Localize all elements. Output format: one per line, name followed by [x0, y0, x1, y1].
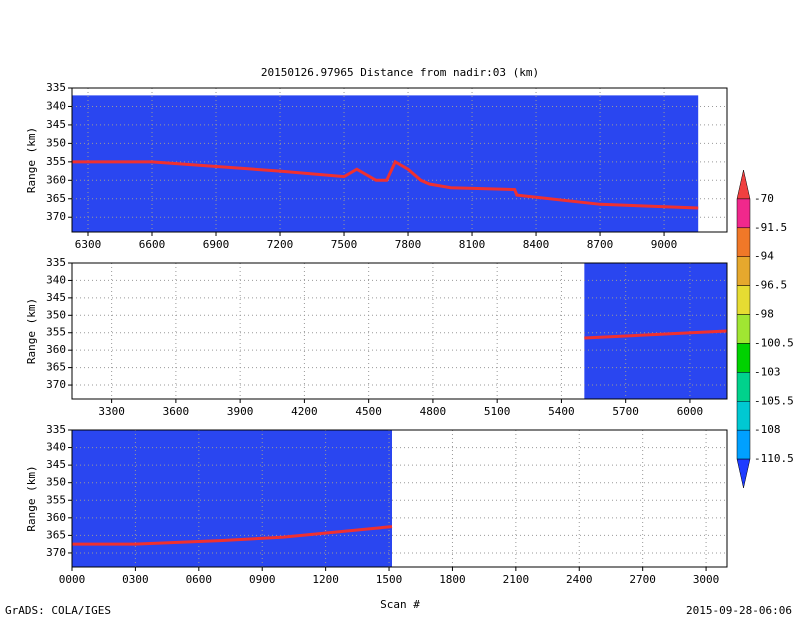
x-tick-label: 3300 — [98, 405, 125, 418]
y-tick-label: 340 — [46, 99, 66, 112]
x-tick-label: 1800 — [439, 573, 466, 586]
y-tick-label: 335 — [46, 256, 66, 269]
plot-frame — [71, 429, 728, 568]
x-tick-label: 2700 — [629, 573, 656, 586]
x-tick-label: 3000 — [693, 573, 720, 586]
x-tick-label: 3600 — [163, 405, 190, 418]
y-tick-label: 355 — [46, 493, 66, 506]
y-axis-label: Range (km) — [25, 298, 38, 364]
x-tick-label: 8400 — [523, 238, 550, 251]
y-axis-label: Range (km) — [25, 127, 38, 193]
x-tick-label: 9000 — [651, 238, 678, 251]
colorbar-swatch — [736, 169, 751, 200]
x-tick-label: 7500 — [331, 238, 358, 251]
x-tick-label: 5400 — [548, 405, 575, 418]
colorbar-label: -96.5 — [754, 279, 787, 292]
y-tick-label: 350 — [46, 136, 66, 149]
y-tick-label: 355 — [46, 155, 66, 168]
colorbar-swatch — [736, 401, 751, 431]
x-tick-label: 7200 — [267, 238, 294, 251]
footer-right: 2015-09-28-06:06 — [686, 604, 792, 617]
plot-frame — [71, 87, 728, 233]
plot-frame — [71, 262, 728, 400]
y-tick-label: 370 — [46, 546, 66, 559]
surface-line — [72, 159, 699, 210]
x-tick-label: 5100 — [484, 405, 511, 418]
colorbar-swatch — [736, 285, 751, 315]
x-tick-label: 5700 — [612, 405, 639, 418]
y-tick-label: 360 — [46, 173, 66, 186]
colorbar-label: -108 — [754, 423, 781, 436]
x-tick-label: 2400 — [566, 573, 593, 586]
y-tick-label: 365 — [46, 192, 66, 205]
footer-left: GrADS: COLA/IGES — [5, 604, 111, 617]
colorbar-swatch — [736, 256, 751, 286]
colorbar-label: -105.5 — [754, 394, 794, 407]
x-axis-label: Scan # — [380, 598, 420, 611]
y-tick-label: 345 — [46, 458, 66, 471]
y-tick-label: 370 — [46, 210, 66, 223]
y-tick-label: 345 — [46, 118, 66, 131]
y-axis-label: Range (km) — [25, 465, 38, 531]
colorbar-swatch — [736, 314, 751, 344]
x-tick-label: 6000 — [677, 405, 704, 418]
x-tick-label: 8100 — [459, 238, 486, 251]
y-tick-label: 370 — [46, 378, 66, 391]
y-tick-label: 360 — [46, 343, 66, 356]
y-tick-label: 340 — [46, 273, 66, 286]
x-tick-label: 2100 — [503, 573, 530, 586]
y-tick-label: 335 — [46, 81, 66, 94]
colorbar-label: -110.5 — [754, 452, 794, 465]
x-tick-label: 0900 — [249, 573, 276, 586]
colorbar-swatch — [736, 372, 751, 402]
colorbar-label: -103 — [754, 365, 781, 378]
surface-line — [72, 525, 393, 546]
x-tick-label: 0300 — [122, 573, 149, 586]
x-tick-label: 4500 — [355, 405, 382, 418]
colorbar-swatch — [736, 198, 751, 229]
x-tick-label: 6600 — [139, 238, 166, 251]
colorbar-swatch — [736, 343, 751, 373]
x-tick-label: 1200 — [312, 573, 339, 586]
x-tick-label: 1500 — [376, 573, 403, 586]
y-tick-label: 365 — [46, 361, 66, 374]
y-tick-label: 345 — [46, 291, 66, 304]
x-tick-label: 8700 — [587, 238, 614, 251]
y-tick-label: 350 — [46, 476, 66, 489]
x-tick-label: 4800 — [420, 405, 447, 418]
x-tick-label: 0000 — [59, 573, 86, 586]
y-tick-label: 350 — [46, 308, 66, 321]
colorbar-swatch — [736, 458, 751, 489]
colorbar-label: -94 — [754, 250, 774, 263]
y-tick-label: 355 — [46, 326, 66, 339]
colorbar-label: -70 — [754, 192, 774, 205]
colorbar-label: -98 — [754, 308, 774, 321]
y-tick-label: 365 — [46, 528, 66, 541]
x-tick-label: 7800 — [395, 238, 422, 251]
data-coverage — [72, 430, 392, 567]
x-tick-label: 0600 — [186, 573, 213, 586]
y-tick-label: 360 — [46, 511, 66, 524]
x-tick-label: 6300 — [75, 238, 102, 251]
colorbar-label: -100.5 — [754, 336, 794, 349]
colorbar-swatch — [736, 429, 751, 460]
x-tick-label: 3900 — [227, 405, 254, 418]
y-tick-label: 335 — [46, 423, 66, 436]
y-tick-label: 340 — [46, 441, 66, 454]
surface-line — [584, 329, 728, 340]
colorbar-label: -91.5 — [754, 221, 787, 234]
x-tick-label: 4200 — [291, 405, 318, 418]
x-tick-label: 6900 — [203, 238, 230, 251]
chart-title: 20150126.97965 Distance from nadir:03 (k… — [261, 66, 539, 79]
colorbar-swatch — [736, 227, 751, 257]
